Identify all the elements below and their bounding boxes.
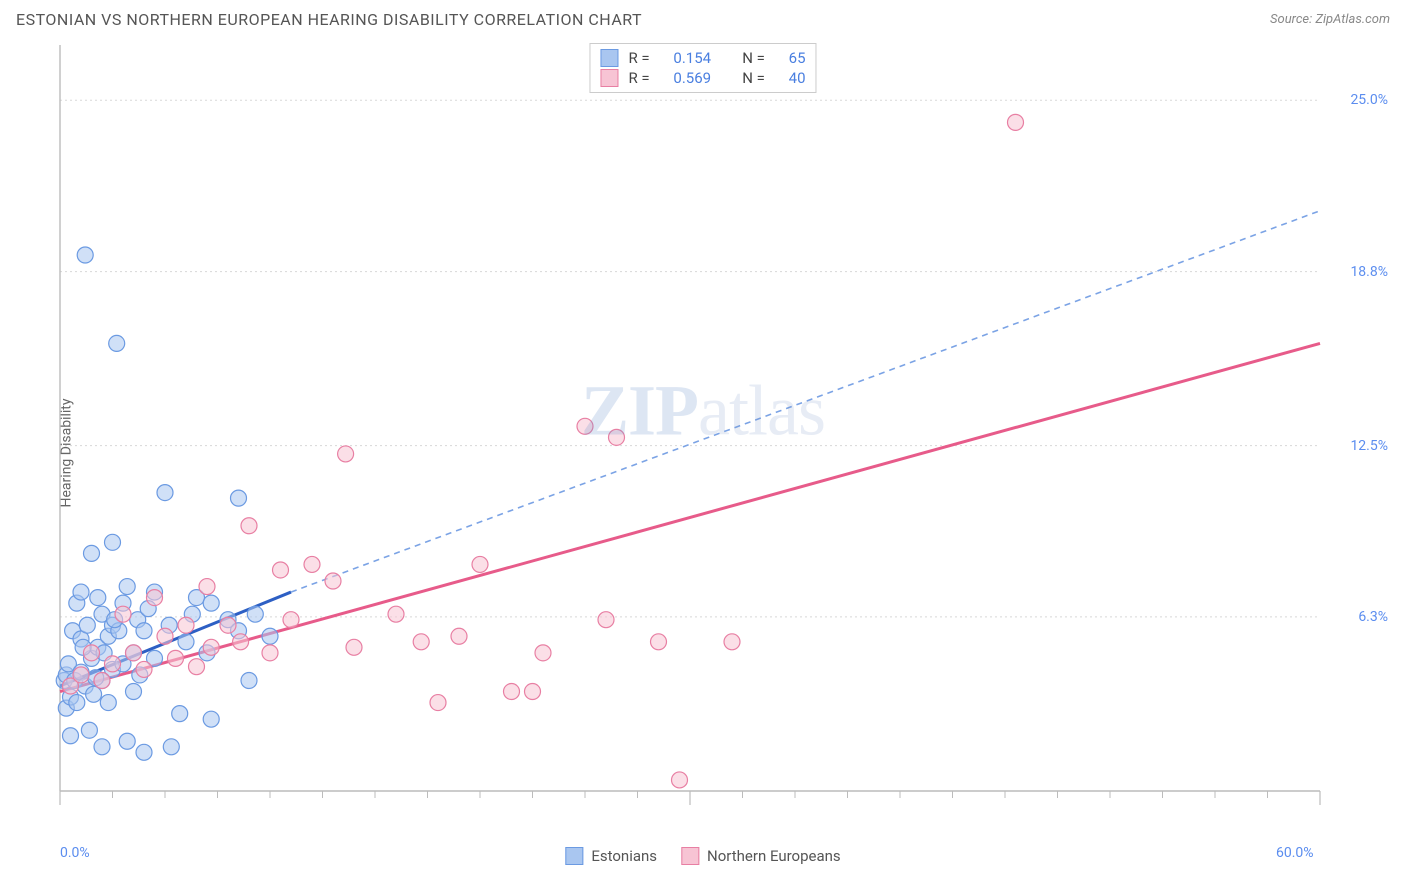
x-tick-label: 0.0%: [60, 845, 90, 861]
scatter-plot: [54, 37, 1390, 827]
source-name: ZipAtlas.com: [1315, 12, 1390, 27]
y-tick-label: 25.0%: [1350, 92, 1388, 108]
n-label: N =: [742, 49, 765, 67]
r-label: R =: [628, 69, 649, 87]
series-legend: Estonians Northern Europeans: [565, 847, 840, 865]
y-tick-label: 6.3%: [1358, 609, 1388, 625]
legend-swatch: [600, 49, 618, 67]
legend-label: Northern Europeans: [707, 847, 841, 865]
r-label: R =: [628, 49, 649, 67]
x-tick-label: 60.0%: [1276, 845, 1314, 861]
chart-container: Hearing Disability ZIPatlas R = 0.154 N …: [16, 37, 1390, 869]
stats-legend: R = 0.154 N = 65R = 0.569 N = 40: [589, 43, 816, 93]
legend-item: Estonians: [565, 847, 657, 865]
y-tick-label: 18.8%: [1350, 264, 1388, 280]
legend-swatch: [681, 847, 699, 865]
legend-item: Northern Europeans: [681, 847, 841, 865]
source-prefix: Source:: [1270, 12, 1315, 27]
chart-title: ESTONIAN VS NORTHERN EUROPEAN HEARING DI…: [16, 10, 642, 29]
n-value: 40: [789, 69, 806, 87]
y-tick-label: 12.5%: [1350, 438, 1388, 454]
r-value: 0.154: [673, 49, 711, 67]
legend-swatch: [600, 69, 618, 87]
stats-row: R = 0.154 N = 65: [600, 48, 805, 68]
legend-swatch: [565, 847, 583, 865]
n-value: 65: [789, 49, 806, 67]
legend-label: Estonians: [591, 847, 657, 865]
r-value: 0.569: [673, 69, 711, 87]
source-credit: Source: ZipAtlas.com: [1270, 12, 1390, 27]
n-label: N =: [742, 69, 765, 87]
stats-row: R = 0.569 N = 40: [600, 68, 805, 88]
